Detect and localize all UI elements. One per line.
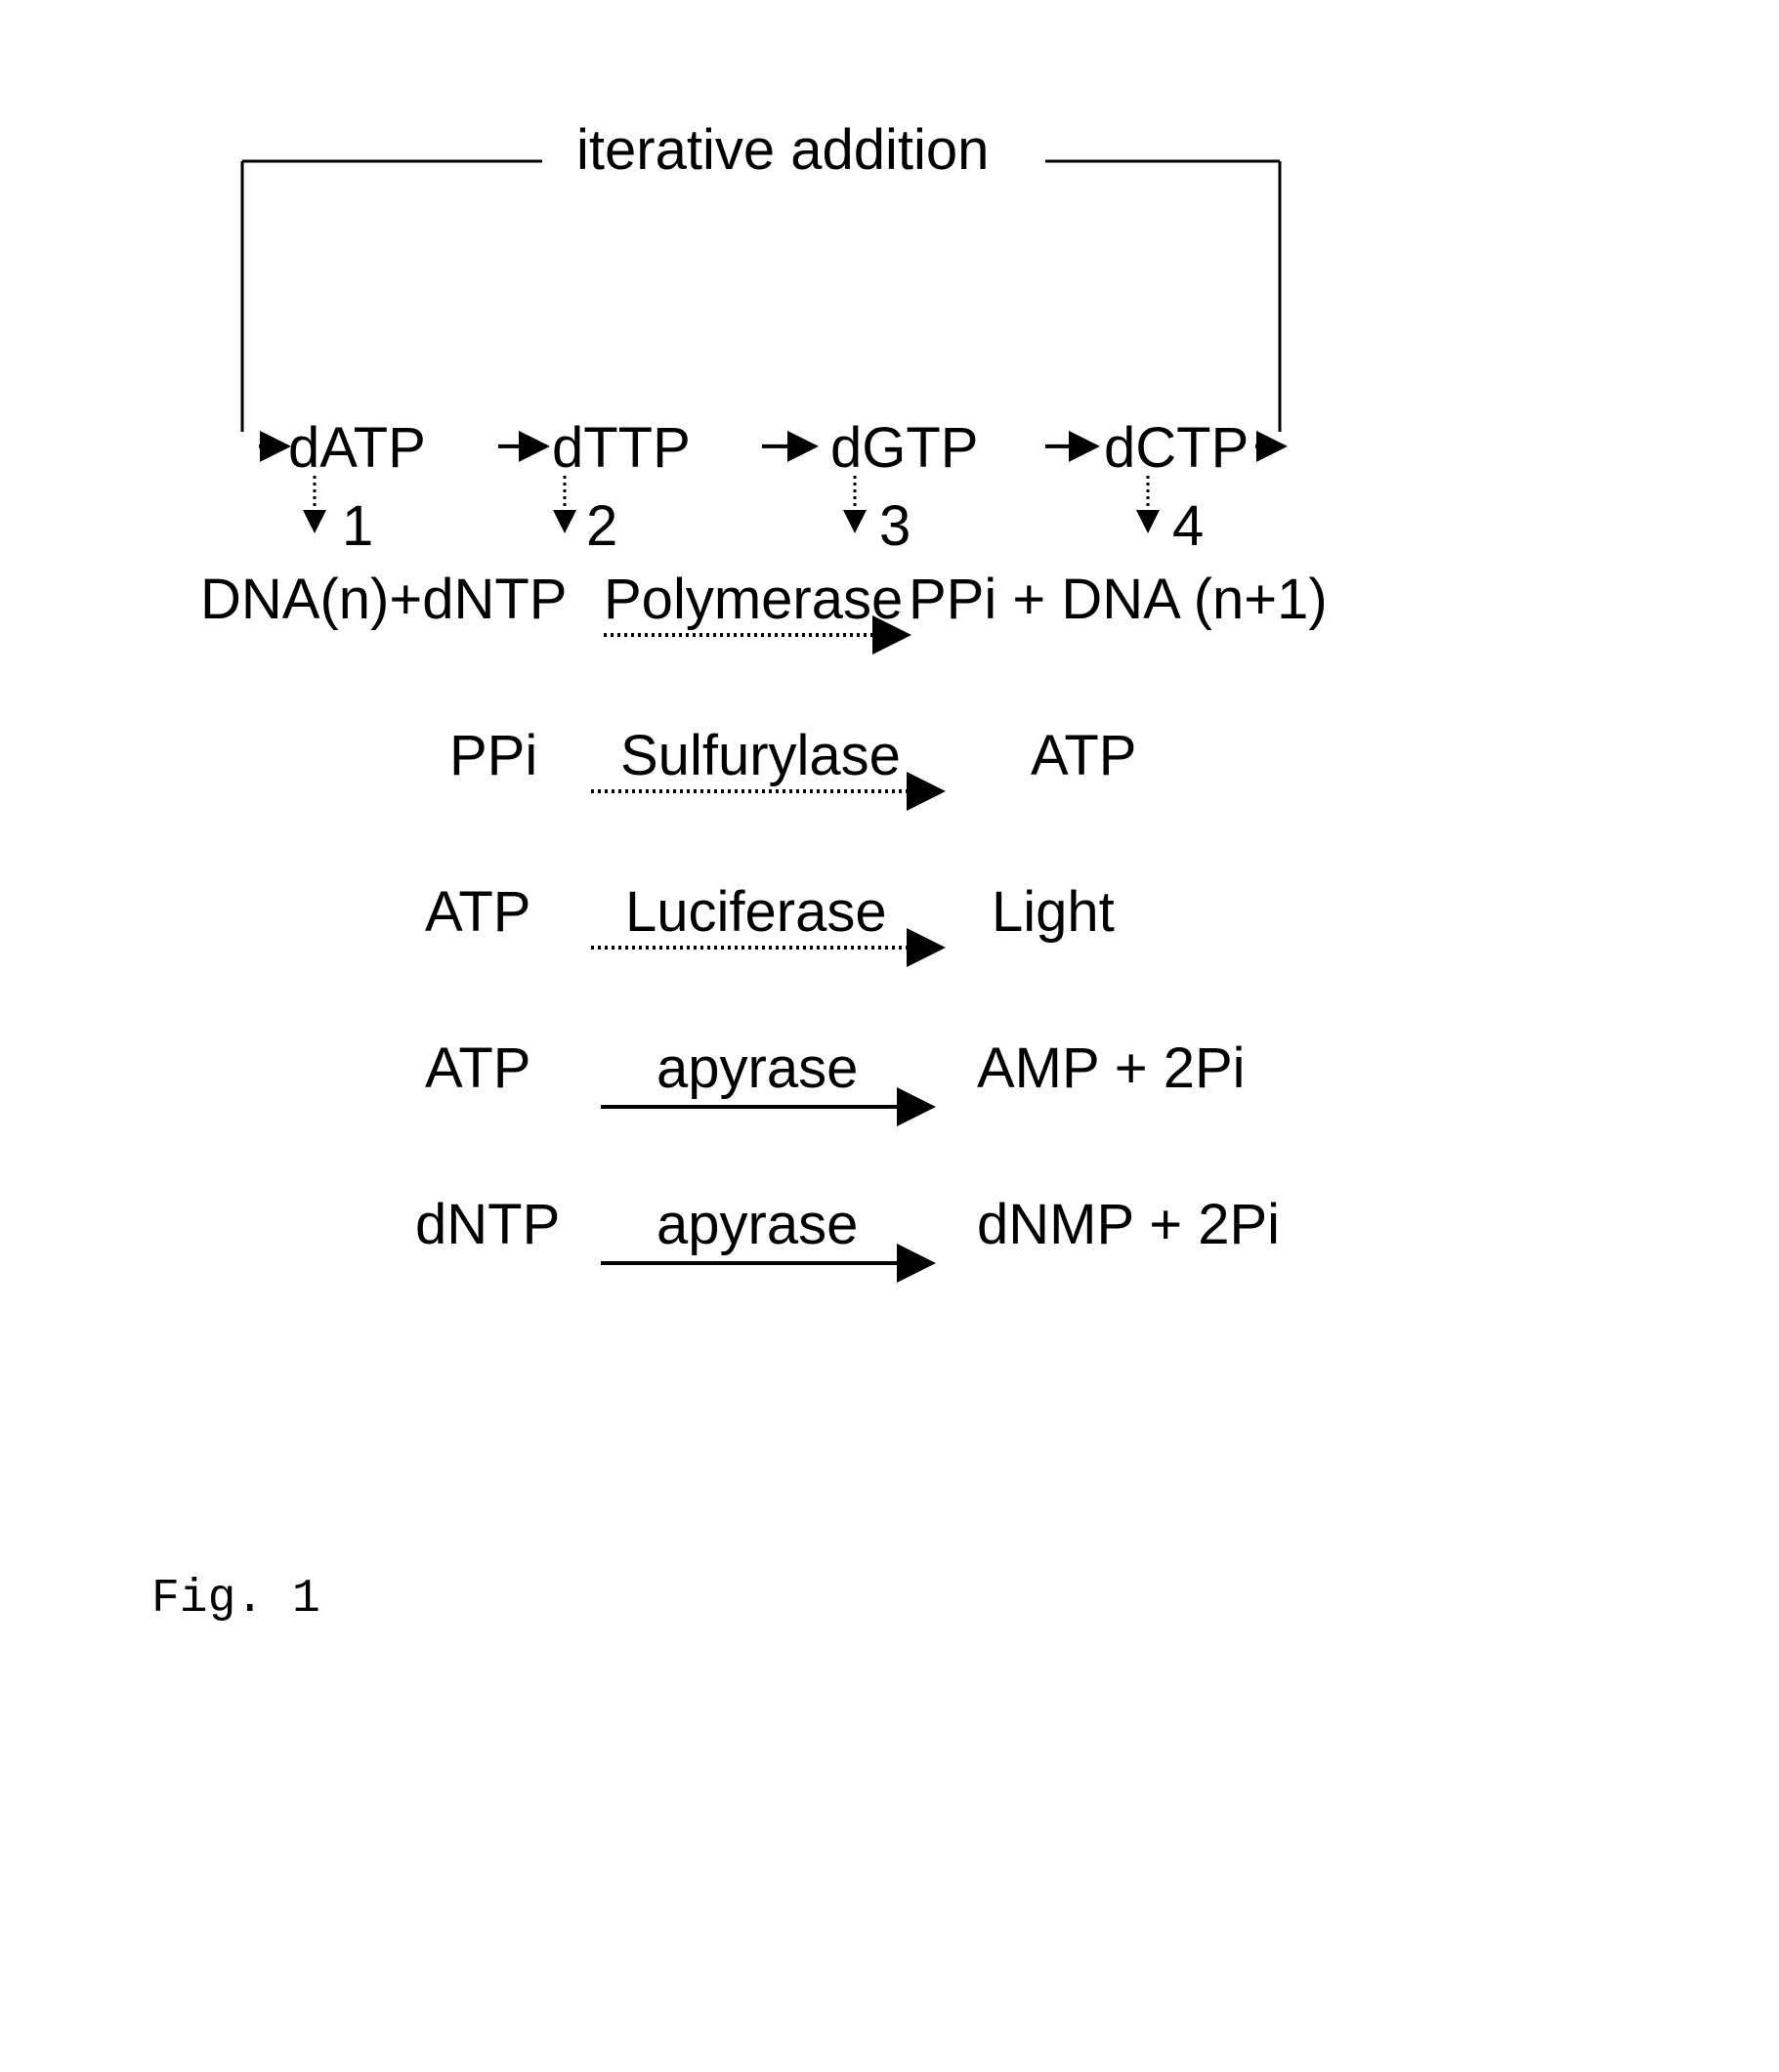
reaction-4-enzyme: apyrase: [657, 1192, 858, 1257]
nucleotide-dATP: dATP: [288, 415, 426, 481]
reaction-0-product: PPi + DNA (n+1): [909, 567, 1328, 632]
cycle-number-3: 3: [879, 493, 911, 559]
reaction-2-substrate: ATP: [425, 879, 531, 945]
reaction-0-substrate: DNA(n)+dNTP: [200, 567, 567, 632]
reaction-3-product: AMP + 2Pi: [977, 1036, 1246, 1101]
reaction-3-enzyme: apyrase: [657, 1036, 858, 1101]
cycle-number-4: 4: [1172, 493, 1204, 559]
reaction-1-enzyme: Sulfurylase: [620, 723, 901, 788]
diagram-lines: [0, 0, 1779, 2072]
reaction-2-product: Light: [992, 879, 1115, 945]
reaction-1-product: ATP: [1031, 723, 1137, 788]
reaction-2-enzyme: Luciferase: [625, 879, 887, 945]
reaction-0-enzyme: Polymerase: [604, 567, 903, 632]
cycle-number-1: 1: [342, 493, 373, 559]
diagram-container: iterative addition dATP dTTP dGTP dCTP 1…: [0, 0, 1779, 2072]
reaction-1-substrate: PPi: [449, 723, 537, 788]
nucleotide-dCTP: dCTP: [1104, 415, 1249, 481]
iteration-label: iterative addition: [576, 117, 989, 183]
figure-caption: Fig. 1: [151, 1573, 320, 1626]
nucleotide-dGTP: dGTP: [830, 415, 979, 481]
reaction-4-substrate: dNTP: [415, 1192, 560, 1257]
reaction-4-product: dNMP + 2Pi: [977, 1192, 1280, 1257]
cycle-number-2: 2: [586, 493, 617, 559]
reaction-3-substrate: ATP: [425, 1036, 531, 1101]
nucleotide-dTTP: dTTP: [552, 415, 691, 481]
